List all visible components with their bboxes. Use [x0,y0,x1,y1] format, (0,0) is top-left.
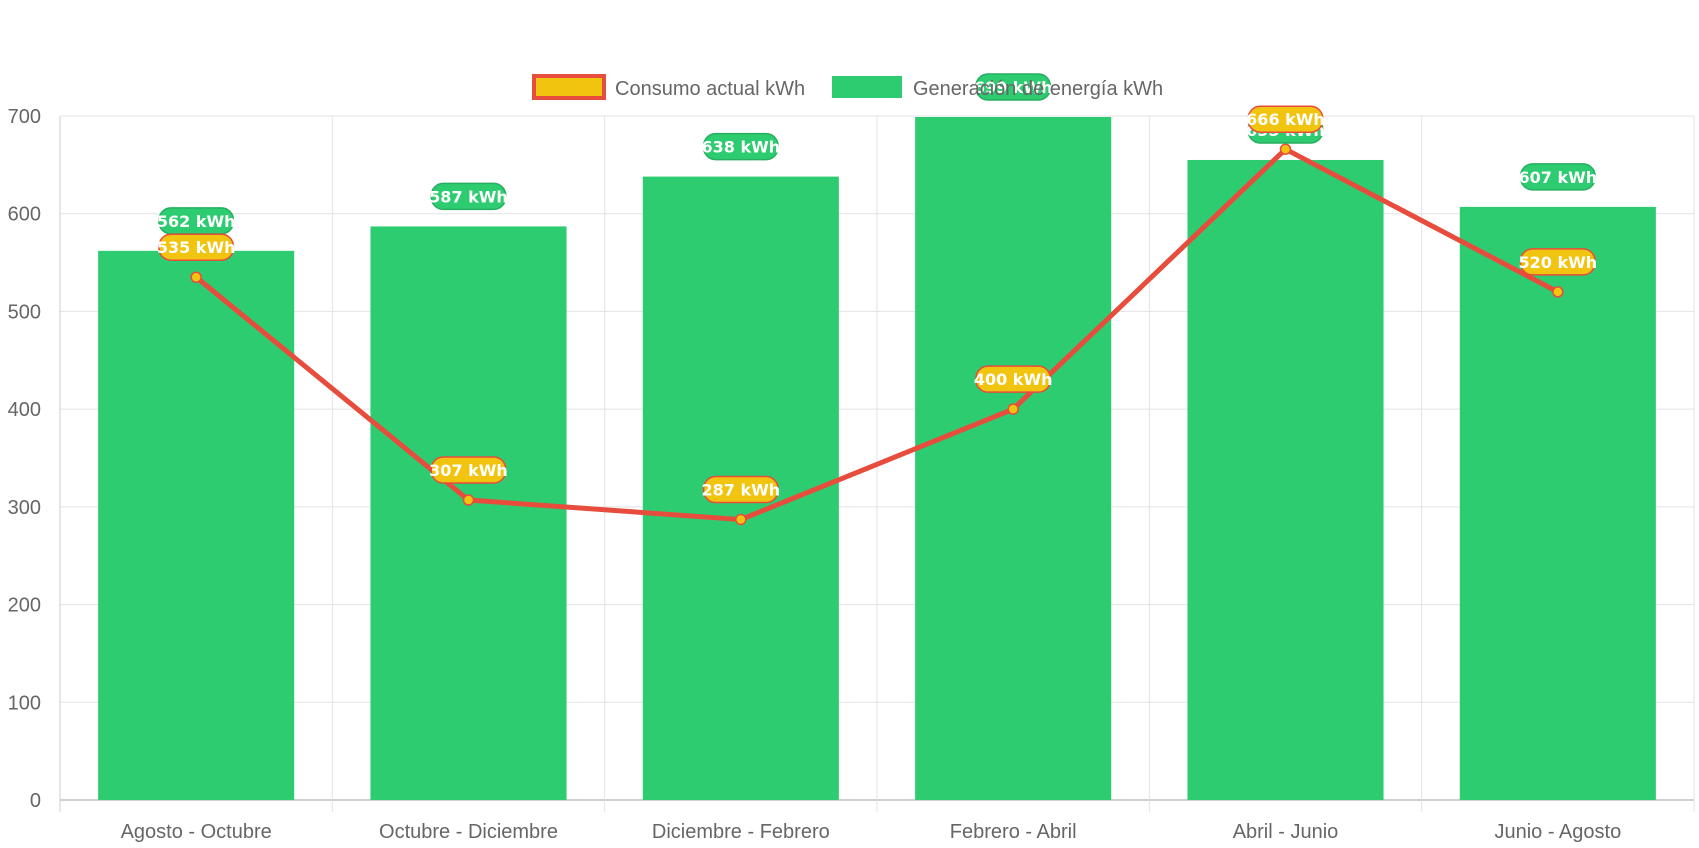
data-label-consumption: 400 kWh [974,370,1053,389]
line-consumption [194,146,1559,523]
data-label-generation-bg [1519,163,1596,191]
point-consumption [190,271,202,283]
legend-label-generation: Generación de energía kWh [913,78,1163,100]
data-label-generation-bg [975,73,1052,101]
bar-generation [1187,159,1384,800]
data-label-generation: 562 kWh [157,212,236,231]
data-label-consumption: 520 kWh [1519,253,1598,272]
y-tick-label: 500 [8,301,41,323]
data-label-consumption-bg [702,475,779,504]
data-label-consumption: 287 kWh [702,481,781,500]
point-consumption [1007,403,1019,415]
x-tick-label: Diciembre - Febrero [652,821,830,843]
data-label-generation: 699 kWh [974,78,1053,97]
bar-generation [370,226,567,801]
data-label-generation-bg [702,132,779,161]
bar-generation [915,116,1112,800]
x-tick-label: Octubre - Diciembre [379,821,558,843]
data-label-consumption-bg [430,456,507,484]
point-consumption [1279,143,1292,155]
point-consumption [462,494,475,506]
legend-label-consumption: Consumo actual kWh [615,78,805,100]
y-tick-label: 300 [8,497,41,519]
y-tick-label: 200 [8,595,41,617]
bars [98,116,1656,801]
consumption-line [190,143,1564,526]
x-tick-label: Febrero - Abril [950,821,1077,843]
data-label-consumption-bg [1247,105,1324,133]
data-label-consumption: 307 kWh [429,461,508,480]
point-consumption [1552,286,1564,298]
data-label-consumption-bg [158,233,235,261]
data-label-consumption: 535 kWh [157,238,236,257]
legend-item-generation[interactable]: Generación de energía kWh [832,76,1163,100]
data-label-generation-bg [430,182,507,211]
axes: 0 100 200 300 400 500 600 700 Agosto - Octubre Oc… [8,106,1622,843]
data-label-generation: 587 kWh [429,187,508,206]
point-consumption [735,513,747,526]
bar-generation [1459,206,1656,801]
grid [59,115,1695,812]
y-tick-label: 700 [8,106,41,128]
bar-generation [98,250,295,801]
y-tick-label: 0 [30,790,41,812]
legend-swatch-generation [832,76,902,98]
data-label-consumption: 666 kWh [1246,110,1325,129]
legend-item-consumption[interactable]: Consumo actual kWh [532,74,805,100]
x-tick-label: Junio - Agosto [1494,821,1621,843]
x-tick-label: Abril - Junio [1233,821,1339,843]
y-tick-label: 600 [8,204,41,226]
x-tick-label: Agosto - Octubre [121,821,272,843]
legend[interactable]: Consumo actual kWh Generación de energía… [532,74,1163,100]
legend-swatch-consumption [532,74,606,100]
data-label-generation: 607 kWh [1519,168,1598,187]
y-tick-label: 400 [8,399,41,421]
data-label-generation: 638 kWh [702,138,781,157]
data-label-consumption-bg [975,365,1052,393]
y-tick-label: 100 [8,692,41,714]
data-label-consumption-bg [1519,248,1596,276]
